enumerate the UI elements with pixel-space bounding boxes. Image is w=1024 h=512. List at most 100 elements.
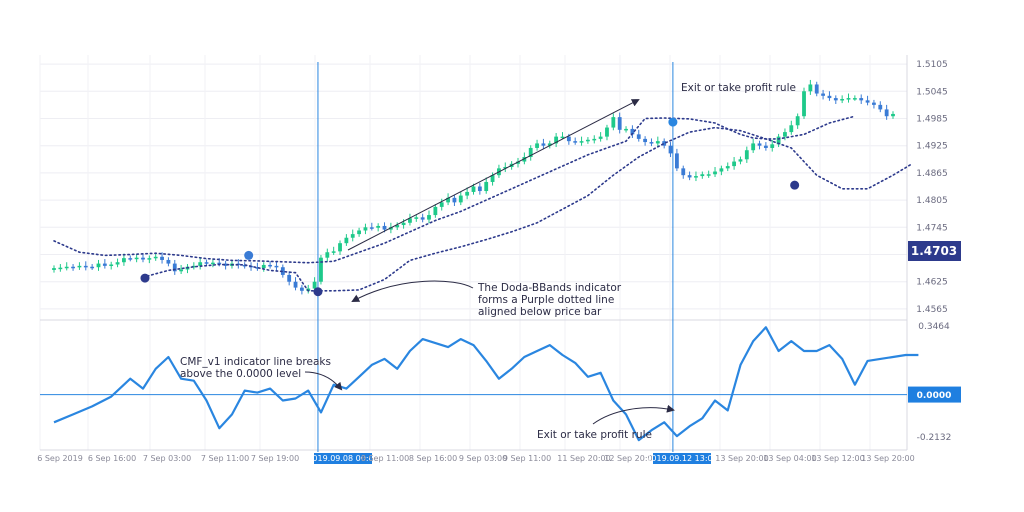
candle-body xyxy=(827,95,832,99)
candle-body xyxy=(814,84,819,94)
candle-body xyxy=(763,145,768,148)
candle xyxy=(744,146,749,163)
candle xyxy=(255,262,260,271)
candle xyxy=(668,142,673,158)
candle-body xyxy=(744,150,749,160)
candle-body xyxy=(560,136,565,139)
candle xyxy=(757,140,762,150)
candle xyxy=(554,132,559,148)
x-tick-label: 13 Sep 04:00 xyxy=(763,454,816,463)
candle xyxy=(547,140,552,149)
candle xyxy=(891,111,895,119)
candle xyxy=(674,148,679,172)
entry-marker xyxy=(313,287,323,297)
candle-body xyxy=(395,225,400,228)
annotation-doda-line-1: The Doda-BBands indicator xyxy=(477,282,622,294)
candle xyxy=(77,262,82,270)
candle xyxy=(458,191,463,206)
candle xyxy=(592,135,597,144)
zero-level-badge xyxy=(908,386,961,403)
candle xyxy=(427,210,431,224)
x-tick-label: 12 Sep 20:00 xyxy=(604,454,657,463)
x-tick-label: 7 Sep 11:00 xyxy=(201,454,249,463)
candle xyxy=(528,145,533,161)
candle xyxy=(268,261,273,269)
candle xyxy=(865,95,870,106)
candle-body xyxy=(458,195,463,203)
candle xyxy=(344,234,349,246)
x-tick-label: 13 Sep 20:00 xyxy=(861,454,914,463)
candle xyxy=(153,253,158,261)
candle xyxy=(439,198,444,211)
candle-body xyxy=(605,127,609,137)
candle-body xyxy=(725,166,730,169)
x-tick-label-highlighted: 2019.09.08 00:00 xyxy=(307,454,378,463)
candle-body xyxy=(630,128,635,135)
y-tick-label: 1.4985 xyxy=(916,114,948,124)
x-tick-label: 7 Sep 03:00 xyxy=(143,454,191,463)
candle-body xyxy=(408,218,412,223)
candle-body xyxy=(369,227,374,229)
candle-body xyxy=(293,281,298,288)
candle-body xyxy=(64,266,69,269)
candle-body xyxy=(516,161,520,164)
x-tick-label: 8 Sep 16:00 xyxy=(409,454,457,463)
candle-body xyxy=(547,143,552,146)
y-tick-label: 1.4625 xyxy=(916,278,948,288)
candle xyxy=(560,132,565,140)
cmf-annotation-arrow xyxy=(304,371,343,391)
candle xyxy=(141,253,145,263)
candle-body xyxy=(471,186,476,192)
candle xyxy=(331,246,336,255)
candle xyxy=(160,252,164,264)
candle xyxy=(706,170,711,178)
candle-body xyxy=(382,225,387,230)
candle-body xyxy=(579,141,584,143)
candle xyxy=(840,95,845,104)
candle-body xyxy=(846,98,851,100)
candle-body xyxy=(465,191,470,196)
candle xyxy=(617,112,622,134)
candle xyxy=(128,255,133,262)
x-tick-label: 9 Sep 11:00 xyxy=(503,454,551,463)
candle xyxy=(579,136,584,146)
candle xyxy=(179,264,184,275)
candle xyxy=(408,213,412,226)
candle xyxy=(109,261,114,270)
candle-body xyxy=(147,258,152,260)
candle-body xyxy=(128,258,133,260)
candle-body xyxy=(732,161,737,167)
candle-body xyxy=(751,143,756,151)
candle xyxy=(376,223,381,232)
candle-body xyxy=(598,136,603,139)
annotation-cmf-line-2: above the 0.0000 level xyxy=(180,368,301,380)
candle xyxy=(64,262,69,271)
candle xyxy=(446,193,450,206)
candle-body xyxy=(115,262,120,265)
candle-body xyxy=(795,116,800,126)
candle xyxy=(624,126,628,133)
doda-bbands-lower-line xyxy=(142,126,913,292)
candle-body xyxy=(668,145,673,154)
candle xyxy=(738,156,743,165)
candle xyxy=(516,157,520,168)
candle-body xyxy=(484,181,489,192)
candle-body xyxy=(96,263,101,268)
y-tick-label: 1.4925 xyxy=(916,142,948,152)
candle-body xyxy=(674,153,679,169)
candle xyxy=(795,113,800,129)
annotations: Exit or take profit rule The Doda-BBands… xyxy=(180,82,796,441)
candle-body xyxy=(655,141,660,144)
candle-body xyxy=(280,267,285,275)
candle-body xyxy=(681,168,686,176)
candle xyxy=(185,264,190,274)
candle-body xyxy=(153,256,158,259)
candle xyxy=(833,95,838,104)
candle-body xyxy=(299,287,304,291)
candle xyxy=(96,259,101,271)
candle-body xyxy=(528,147,533,158)
candle-body xyxy=(388,227,393,230)
x-label-highlight xyxy=(653,453,711,464)
candle-body xyxy=(808,84,813,92)
